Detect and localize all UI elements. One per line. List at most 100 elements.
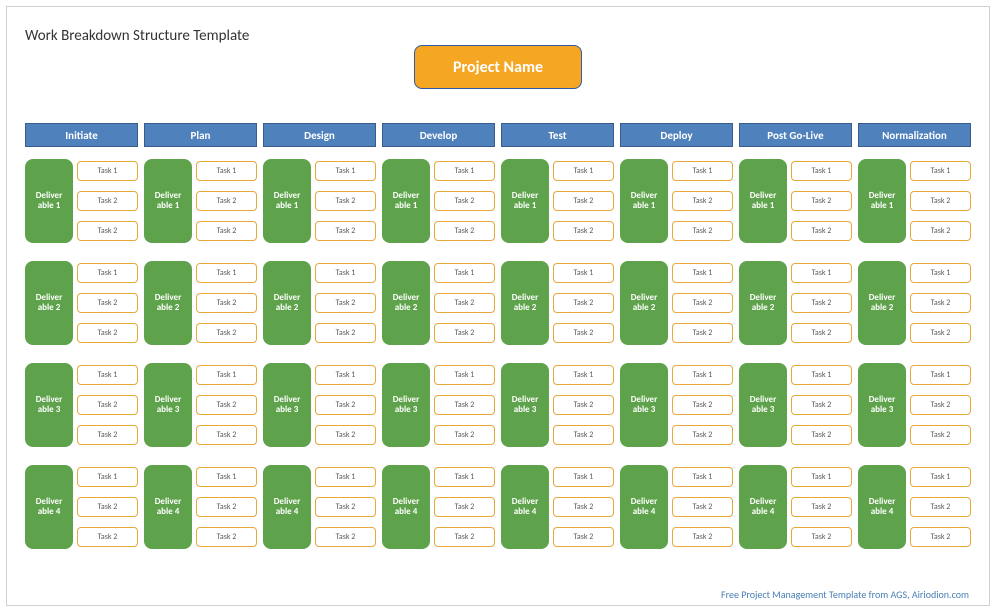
tasks-column: Task 1Task 2Task 2 [77,261,138,345]
phase-column: Develop Deliverable 1Task 1Task 2Task 2 De… [382,123,495,567]
tasks-column: Task 1Task 2Task 2 [553,363,614,447]
task-box: Task 1 [196,365,257,385]
tasks-column: Task 1Task 2Task 2 [910,465,971,549]
tasks-column: Task 1 Task 2 Task 2 [315,363,376,447]
task-box: Task 1 [672,263,733,283]
task-box: Task 2 [434,221,495,241]
task-box: Task 2 [196,395,257,415]
phase-header: Plan [144,123,257,147]
task-box: Task 2 [196,191,257,211]
task-box: Task 2 [196,425,257,445]
deliverable-box: Deliverable 4 [382,465,430,549]
task-box: Task 1 [77,161,138,181]
task-box: Task 2 [910,191,971,211]
deliverable-box: Deliverable 4 [739,465,787,549]
tasks-column: Task 1Task 2Task 2 [910,261,971,345]
deliverable-row: Deliverable 1Task 1Task 2Task 2 [858,159,971,243]
deliverable-box: Deliverable 2 [144,261,192,345]
task-box: Task 1 [315,365,376,385]
task-box: Task 2 [553,323,614,343]
tasks-column: Task 1Task 2Task 2 [553,159,614,243]
task-box: Task 2 [553,221,614,241]
deliverable-row: Deliverable 3Task 1Task 2Task 2 [25,363,138,447]
task-box: Task 2 [553,497,614,517]
task-box: Task 2 [672,191,733,211]
phase-header: Develop [382,123,495,147]
task-box: Task 1 [315,467,376,487]
tasks-column: Task 1Task 2Task 2 [315,465,376,549]
task-box: Task 2 [910,497,971,517]
phase-header: Normalization [858,123,971,147]
deliverable-row: Deliverable 2Task 1Task 2Task 2 [144,261,257,345]
phase-header: Test [501,123,614,147]
task-box: Task 2 [672,497,733,517]
footer-credit: Free Project Management Template from AG… [721,588,969,601]
tasks-column: Task 1Task 2Task 2 [791,363,852,447]
task-box: Task 1 [315,161,376,181]
task-box: Task 2 [315,191,376,211]
task-box: Task 2 [315,395,376,415]
task-box: Task 2 [434,323,495,343]
deliverable-row: Deliverable 3Task 1Task 2Task 2 [739,363,852,447]
tasks-column: Task 1Task 2Task 2 [791,465,852,549]
task-box: Task 2 [910,425,971,445]
deliverable-row: Deliverable 2Task 1Task 2Task 2 [25,261,138,345]
tasks-column: Task 1Task 2Task 2 [434,261,495,345]
tasks-column: Task 1 Task 2 Task 2 [77,465,138,549]
deliverable-row: Deliverable 1Task 1Task 2Task 2 [25,159,138,243]
task-box: Task 2 [77,395,138,415]
task-box: Task 1 [910,161,971,181]
task-box: Task 1 [434,365,495,385]
task-box: Task 2 [910,293,971,313]
tasks-column: Task 1Task 2Task 2 [315,261,376,345]
deliverable-box: Deliverable 2 [25,261,73,345]
task-box: Task 1 [77,467,138,487]
task-box: Task 2 [672,221,733,241]
deliverable-box: Deliverable 1 [144,159,192,243]
task-box: Task 2 [672,395,733,415]
deliverable-row: Deliverable 3Task 1Task 2Task 2 [382,363,495,447]
phases-grid: InitiateDeliverable 1Task 1Task 2Task 2D… [25,123,971,567]
wbs-frame: Work Breakdown Structure Template Projec… [6,6,990,606]
task-box: Task 1 [434,263,495,283]
tasks-column: Task 1Task 2Task 2 [553,261,614,345]
task-box: Task 2 [77,527,138,547]
task-box: Task 2 [791,497,852,517]
task-box: Task 1 [196,161,257,181]
task-box: Task 2 [315,425,376,445]
task-box: Task 2 [910,527,971,547]
deliverable-row: Deliverable 3Task 1Task 2Task 2 [620,363,733,447]
tasks-column: Task 1Task 2Task 2 [196,159,257,243]
deliverable-box: Deliverable 1 [739,159,787,243]
tasks-column: Task 1Task 2Task 2 [434,465,495,549]
task-box: Task 2 [315,221,376,241]
deliverable-row: Deliverable 1Task 1Task 2Task 2 [144,159,257,243]
task-box: Task 1 [196,263,257,283]
task-box: Task 2 [434,497,495,517]
task-box: Task 2 [910,221,971,241]
task-box: Task 2 [672,293,733,313]
tasks-column: Task 1Task 2Task 2 [791,261,852,345]
task-box: Task 1 [791,263,852,283]
deliverable-row: Deliverable 1Task 1Task 2Task 2 [382,159,495,243]
deliverable-row: Deliverable 1Task 1Task 2Task 2 [739,159,852,243]
task-box: Task 2 [77,497,138,517]
task-box: Task 2 [553,425,614,445]
deliverable-row: Deliverable 4Task 1Task 2Task 2 [739,465,852,549]
task-box: Task 2 [434,395,495,415]
phase-column: TestDeliverable 1Task 1Task 2Task 2Deliv… [501,123,614,567]
tasks-column: Task 1 Task 2 Task 2 [315,159,376,243]
tasks-column: Task 1Task 2Task 2 [910,363,971,447]
task-box: Task 1 [791,467,852,487]
deliverable-box: Deliverable 3 [620,363,668,447]
deliverable-row: Deliverable 1Task 1Task 2Task 2 [620,159,733,243]
deliverable-box: Deliverable 1 [501,159,549,243]
deliverable-row: Deliverable 3Task 1Task 2Task 2 [501,363,614,447]
deliverable-box: Deliverable 2 [858,261,906,345]
tasks-column: Task 1Task 2Task 2 [791,159,852,243]
task-box: Task 2 [77,323,138,343]
task-box: Task 1 [791,365,852,385]
task-box: Task 2 [196,527,257,547]
deliverable-box: Deliverable 3 [501,363,549,447]
deliverable-box: Deliverable 1 [263,159,311,243]
